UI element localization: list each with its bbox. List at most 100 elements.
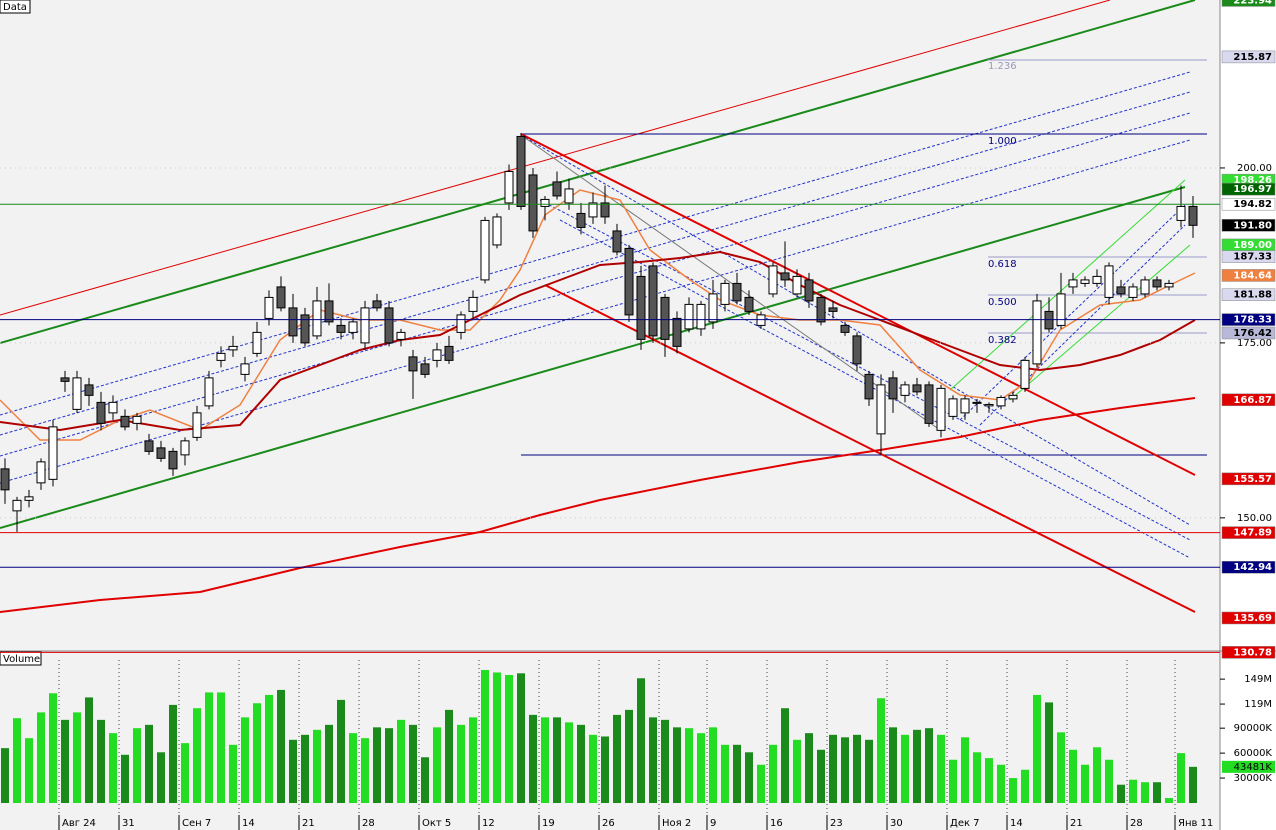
volume-bar bbox=[13, 718, 21, 803]
volume-bar bbox=[1177, 753, 1185, 803]
volume-bar bbox=[781, 708, 789, 803]
volume-bar bbox=[301, 734, 309, 803]
candle-body bbox=[1104, 265, 1114, 298]
level-badge bbox=[1221, 560, 1276, 574]
candle-body bbox=[792, 275, 802, 295]
volume-bar bbox=[1093, 747, 1101, 803]
candle-body bbox=[408, 356, 418, 372]
candle-body bbox=[852, 335, 862, 365]
candle-body bbox=[144, 440, 154, 452]
panel-tag bbox=[0, 0, 31, 14]
candle-body bbox=[60, 377, 70, 382]
x-tick-label: Дек 7 bbox=[950, 818, 980, 829]
candle-body bbox=[984, 403, 994, 407]
volume-bar bbox=[445, 709, 453, 803]
volume-bar bbox=[361, 738, 369, 803]
x-tick-label: 21 bbox=[302, 818, 315, 829]
volume-bar bbox=[337, 699, 345, 803]
candle-body bbox=[372, 300, 382, 309]
x-tick-label: 19 bbox=[542, 818, 555, 829]
volume-bar bbox=[1141, 782, 1149, 803]
trend-line bbox=[520, 133, 1196, 476]
volume-bar bbox=[973, 752, 981, 803]
level-badge bbox=[1221, 219, 1276, 232]
candle-body bbox=[432, 349, 442, 361]
candle-body bbox=[384, 307, 394, 344]
channel-line bbox=[539, 199, 1191, 541]
volume-bar bbox=[685, 728, 693, 803]
overlays bbox=[0, 0, 1207, 613]
volume-bar bbox=[205, 692, 213, 803]
volume-bar bbox=[121, 754, 129, 803]
candle-body bbox=[864, 373, 874, 400]
level-label: 155.57 bbox=[1233, 474, 1272, 485]
candle-body bbox=[924, 384, 934, 424]
candle-body bbox=[1164, 282, 1174, 288]
volume-tick-label: 90000K bbox=[1234, 723, 1273, 734]
volume-bar bbox=[181, 743, 189, 803]
candle-body bbox=[360, 307, 370, 344]
candle-body bbox=[804, 279, 814, 302]
level-badge bbox=[1221, 0, 1276, 7]
level-badge bbox=[1221, 526, 1276, 539]
volume-bar bbox=[97, 719, 105, 803]
moving-average bbox=[0, 397, 1196, 613]
volume-last-label: 43481K bbox=[1234, 762, 1273, 773]
volume-bar bbox=[721, 744, 729, 803]
volume-bar bbox=[673, 727, 681, 803]
volume-bar bbox=[853, 734, 861, 803]
volume-bar bbox=[1129, 779, 1137, 803]
volume-bar bbox=[241, 717, 249, 803]
volume-bar bbox=[61, 719, 69, 803]
candle-body bbox=[420, 363, 430, 375]
x-tick-label: Авг 24 bbox=[62, 818, 96, 829]
volume-bar bbox=[913, 729, 921, 803]
candle-body bbox=[300, 314, 310, 344]
candle-body bbox=[1140, 279, 1150, 295]
candle-body bbox=[492, 216, 502, 246]
volume-bar bbox=[961, 737, 969, 803]
volume-bar bbox=[433, 727, 441, 803]
volume-bar bbox=[733, 744, 741, 803]
trend-line bbox=[1009, 244, 1191, 401]
candle-body bbox=[156, 447, 166, 459]
candle-body bbox=[132, 415, 142, 424]
candle-body bbox=[348, 321, 358, 333]
volume-bar bbox=[985, 758, 993, 803]
candle-body bbox=[84, 384, 94, 396]
volume-bar bbox=[409, 724, 417, 803]
y-tick-label: 150.00 bbox=[1237, 513, 1272, 524]
volume-bar bbox=[505, 674, 513, 803]
volume-bar bbox=[769, 744, 777, 803]
axis-area bbox=[1220, 0, 1276, 830]
candle-body bbox=[108, 401, 118, 414]
level-badge bbox=[1221, 611, 1276, 625]
level-label: 194.82 bbox=[1233, 199, 1272, 210]
candle-body bbox=[780, 272, 790, 281]
volume-bar bbox=[757, 764, 765, 803]
candle-body bbox=[468, 296, 478, 312]
moving-average bbox=[0, 189, 1196, 441]
volume-bar bbox=[1117, 784, 1125, 803]
volume-bar bbox=[289, 739, 297, 803]
volume-bar bbox=[1069, 749, 1077, 803]
candle-body bbox=[168, 450, 178, 470]
candle-body bbox=[576, 212, 586, 228]
candle-body bbox=[840, 324, 850, 333]
candle-body bbox=[768, 265, 778, 295]
volume-bar bbox=[37, 712, 45, 803]
candle-body bbox=[648, 265, 658, 337]
volume-bar bbox=[1, 748, 9, 803]
level-label: 178.33 bbox=[1233, 315, 1272, 326]
level-badge bbox=[1221, 326, 1276, 340]
volume-bar bbox=[697, 733, 705, 803]
volume-bar bbox=[217, 692, 225, 803]
candle-body bbox=[456, 314, 466, 333]
candle-body bbox=[1128, 286, 1138, 298]
volume-bar bbox=[349, 733, 357, 803]
fib-label: 1.236 bbox=[988, 61, 1017, 72]
volume-bar bbox=[277, 689, 285, 803]
volume-bar bbox=[313, 729, 321, 803]
x-tick-label: 30 bbox=[890, 818, 903, 829]
volume-bar bbox=[481, 669, 489, 803]
